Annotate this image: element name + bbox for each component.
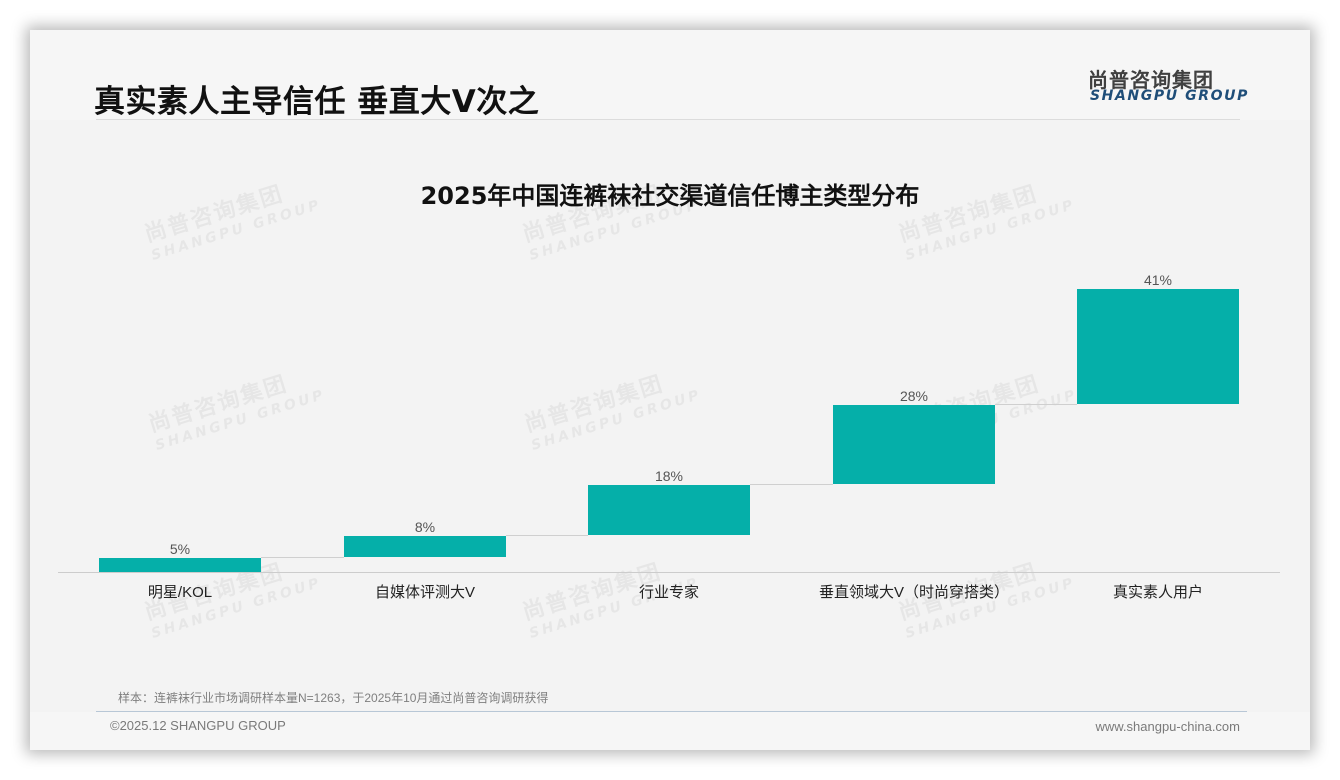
page-title: 真实素人主导信任 垂直大V次之 xyxy=(94,84,540,120)
website-link[interactable]: www.shangpu-china.com xyxy=(1095,719,1240,734)
value-label: 8% xyxy=(414,519,436,535)
copyright: ©2025.12 SHANGPU GROUP xyxy=(110,718,286,733)
logo-english: SHANGPU GROUP xyxy=(1090,88,1249,104)
category-label: 垂直领域大V（时尚穿搭类） xyxy=(818,584,1009,601)
sample-note: 样本：连裤袜行业市场调研样本量N=1263，于2025年10月通过尚普咨询调研获… xyxy=(118,691,549,705)
value-label: 18% xyxy=(654,468,684,484)
category-label: 行业专家 xyxy=(638,584,699,601)
bar-self-media-reviewer xyxy=(344,536,506,557)
chart-title: 2025年中国连裤袜社交渠道信任博主类型分布 xyxy=(420,182,920,210)
category-label: 明星/KOL xyxy=(147,584,213,601)
category-label: 真实素人用户 xyxy=(1112,584,1203,601)
category-label: 自媒体评测大V xyxy=(374,584,475,601)
bar-celebrity-kol xyxy=(99,558,261,572)
bar-industry-expert xyxy=(588,485,750,535)
connector-line xyxy=(261,557,344,558)
footer-divider xyxy=(96,711,1247,712)
bar-vertical-kol xyxy=(833,405,995,484)
title-divider xyxy=(96,119,1240,120)
header-band xyxy=(30,30,1310,120)
connector-line xyxy=(506,535,588,536)
footer-band xyxy=(30,712,1310,750)
x-axis xyxy=(58,572,1280,573)
connector-line xyxy=(995,404,1077,405)
value-label: 28% xyxy=(899,388,929,404)
value-label: 5% xyxy=(169,541,191,557)
logo-chinese: 尚普咨询集团 xyxy=(1088,68,1214,92)
value-label: 41% xyxy=(1143,272,1173,288)
connector-line xyxy=(750,484,833,485)
slide: 真实素人主导信任 垂直大V次之 尚普咨询集团 SHANGPU GROUP 尚普咨… xyxy=(30,30,1310,750)
bar-real-users xyxy=(1077,289,1239,404)
